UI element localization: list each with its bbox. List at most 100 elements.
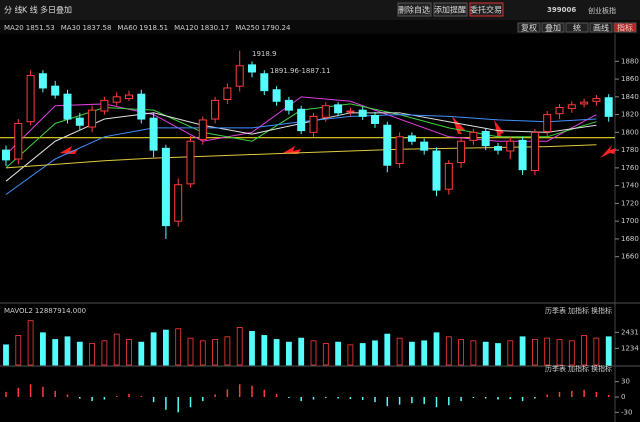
macd-bar xyxy=(460,397,462,402)
macd-bar xyxy=(165,397,167,410)
candle-body xyxy=(297,108,306,132)
ma-bar xyxy=(0,20,640,34)
candle-body xyxy=(371,114,379,124)
macd-bar xyxy=(42,386,44,397)
macd-bar xyxy=(472,397,475,399)
button[interactable]: 添加提醒 xyxy=(434,5,466,15)
volume-bar xyxy=(224,336,231,366)
volume-bar xyxy=(335,341,342,366)
panel-value: 12887914.000 xyxy=(35,307,86,315)
macd-bar xyxy=(521,397,524,402)
candle-body xyxy=(530,131,539,172)
macd-bar xyxy=(288,397,290,399)
volume-bar xyxy=(249,331,255,366)
macd-bar xyxy=(103,397,106,400)
tool-frame[interactable] xyxy=(565,22,589,33)
volume-bar xyxy=(470,340,477,366)
symbol-code: 399006 xyxy=(547,6,576,14)
macd-bar xyxy=(238,384,241,397)
button[interactable]: 删除自选 xyxy=(398,5,430,15)
y-tick-label: 2431 xyxy=(621,328,639,336)
y-tick-label: 1860 xyxy=(621,75,639,83)
candle-body xyxy=(26,75,35,123)
tool-frame[interactable] xyxy=(541,22,565,33)
ma-name: MA250 xyxy=(235,24,259,32)
tool[interactable]: 画线 xyxy=(593,23,609,33)
macd-bar xyxy=(423,397,425,405)
y-tick-label: 1820 xyxy=(621,111,639,119)
volume-bar xyxy=(138,341,145,366)
volume-bar xyxy=(495,343,501,366)
tab[interactable]: 分 线 xyxy=(4,5,23,15)
ma-value: 1918.51 xyxy=(139,24,168,32)
macd-bar xyxy=(54,390,56,397)
panel-button[interactable]: 历季表 xyxy=(545,364,566,373)
macd-bar xyxy=(509,397,512,400)
candle-body xyxy=(272,89,281,102)
panel-button[interactable]: 历季表 xyxy=(545,306,566,315)
tool[interactable]: 指标 xyxy=(617,23,633,33)
tool-frame[interactable] xyxy=(613,22,637,33)
macd-bar xyxy=(214,394,216,397)
y-tick-label: -30 xyxy=(621,408,632,416)
volume-bar xyxy=(261,335,268,366)
panel-button[interactable]: 加指标 xyxy=(568,306,589,315)
y-tick-label: 0 xyxy=(621,393,625,401)
volume-bar xyxy=(3,344,9,366)
macd-bar xyxy=(66,394,69,397)
volume-bar xyxy=(212,339,219,366)
ma-value: 1851.53 xyxy=(26,24,55,32)
macd-bar xyxy=(325,397,327,399)
y-tick-label: 30 xyxy=(621,378,630,386)
macd-bar xyxy=(534,397,536,399)
y-tick-label: 1760 xyxy=(621,164,639,172)
tab[interactable]: K 线 xyxy=(22,5,38,15)
arrows xyxy=(60,116,616,158)
tab[interactable]: 多日叠加 xyxy=(40,5,72,15)
ma-name: MA30 xyxy=(61,24,81,32)
annotation: 1891.96-1887.11 xyxy=(270,67,330,75)
panel-button[interactable]: 加指标 xyxy=(568,364,589,373)
candle-body xyxy=(137,93,146,120)
macd-bar xyxy=(91,397,93,402)
macd-bar xyxy=(349,397,352,400)
button[interactable]: 委托交易 xyxy=(470,5,502,15)
tool-frame[interactable] xyxy=(517,22,541,33)
macd-bar xyxy=(374,397,376,403)
candle-body xyxy=(481,130,490,147)
volume-bar xyxy=(372,340,378,366)
macd-bar xyxy=(177,397,179,413)
macd-bar xyxy=(226,389,229,397)
tool[interactable]: 复权 xyxy=(521,23,537,33)
tool[interactable]: 叠加 xyxy=(545,23,561,33)
panel-button[interactable]: 换指标 xyxy=(591,364,612,373)
macd-bar xyxy=(251,385,253,397)
panel-button[interactable]: 换指标 xyxy=(591,306,612,315)
candle-body xyxy=(420,141,429,151)
button-frame[interactable] xyxy=(433,2,468,17)
candle-body xyxy=(321,105,330,118)
candle-body xyxy=(346,110,355,113)
tool-frame[interactable] xyxy=(589,22,613,33)
candle-body xyxy=(284,99,293,111)
candle-body xyxy=(211,99,220,120)
volume-bar xyxy=(187,337,194,366)
button-frame[interactable] xyxy=(469,2,504,17)
tool[interactable]: 统 xyxy=(573,23,581,33)
macd-bar xyxy=(558,391,561,397)
panel-label: MAVOL2 xyxy=(4,307,33,315)
y-tick-label: 1740 xyxy=(621,182,639,190)
candle-body xyxy=(457,140,466,164)
button-frame[interactable] xyxy=(397,2,432,17)
macd-bar xyxy=(5,391,7,397)
candle-body xyxy=(395,136,404,164)
volume-bar xyxy=(322,343,329,366)
volume-bar xyxy=(433,332,440,366)
candle-body xyxy=(63,93,72,120)
candle-body xyxy=(469,131,478,141)
macd-bar xyxy=(411,397,413,404)
macd-bar xyxy=(300,397,302,402)
volume-bar xyxy=(556,339,563,366)
candle-body xyxy=(506,140,515,152)
